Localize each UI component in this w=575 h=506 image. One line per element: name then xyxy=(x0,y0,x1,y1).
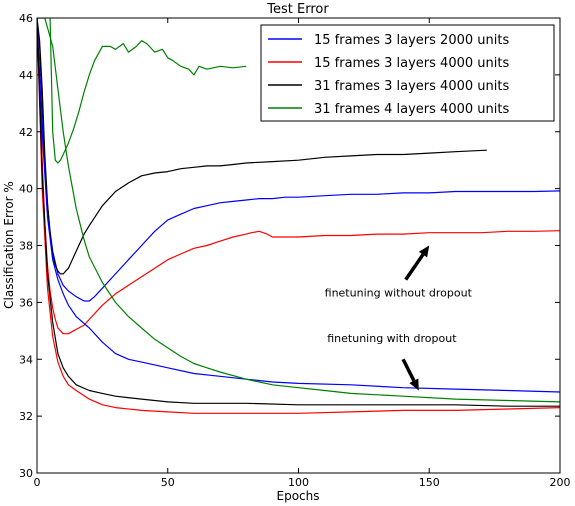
legend-box xyxy=(260,24,555,122)
y-tick-label-7: 44 xyxy=(19,69,33,82)
annotations-layer: finetuning without dropout finetuning wit… xyxy=(325,245,473,391)
y-tick-label-2: 34 xyxy=(19,353,33,366)
series-layer xyxy=(37,18,560,414)
x-tick-label-4: 200 xyxy=(550,476,571,489)
y-tick-label-3: 36 xyxy=(19,296,33,309)
legend-label-0: 15 frames 3 layers 2000 units xyxy=(314,33,509,48)
annotation-1: finetuning with dropout xyxy=(327,332,457,345)
series-line-2-finetune xyxy=(37,18,487,275)
series-line-4-dropout xyxy=(37,18,560,393)
y-tick-label-0: 30 xyxy=(19,467,33,480)
x-tick-label-2: 100 xyxy=(288,476,309,489)
series-line-7-dropout xyxy=(37,18,560,403)
chart-title: Test Error xyxy=(266,2,329,17)
legend-label-1: 15 frames 3 layers 4000 units xyxy=(314,56,509,71)
annotation-arrow-shaft-1 xyxy=(401,358,416,382)
annotation-arrow-shaft-0 xyxy=(404,253,425,281)
x-tick-label-0: 0 xyxy=(34,476,41,489)
legend-label-3: 31 frames 4 layers 4000 units xyxy=(314,102,509,117)
y-tick-label-4: 38 xyxy=(19,240,33,253)
legend-label-2: 31 frames 3 layers 4000 units xyxy=(314,79,509,94)
series-line-6-dropout xyxy=(37,18,560,407)
ticks-layer: 0 50 100 150 200 30 32 34 36 38 40 42 44 46 xyxy=(19,12,571,489)
y-tick-label-6: 42 xyxy=(19,126,33,139)
y-tick-label-1: 32 xyxy=(19,410,33,423)
annotation-arrow-head-0 xyxy=(418,245,430,258)
annotation-0: finetuning without dropout xyxy=(325,287,473,300)
series-line-1-finetune xyxy=(37,18,560,335)
series-line-5-dropout xyxy=(37,18,560,414)
series-line-3-finetune xyxy=(49,18,247,164)
legend: 15 frames 3 layers 2000 units 15 frames 3… xyxy=(260,24,555,122)
y-tick-label-5: 40 xyxy=(19,183,33,196)
x-tick-label-3: 150 xyxy=(419,476,440,489)
y-axis-label: Classification Error % xyxy=(2,181,16,309)
y-tick-label-8: 46 xyxy=(19,12,33,25)
annotation-arrow-head-1 xyxy=(409,378,419,391)
x-tick-label-1: 50 xyxy=(161,476,175,489)
x-axis-label: Epochs xyxy=(277,489,320,503)
